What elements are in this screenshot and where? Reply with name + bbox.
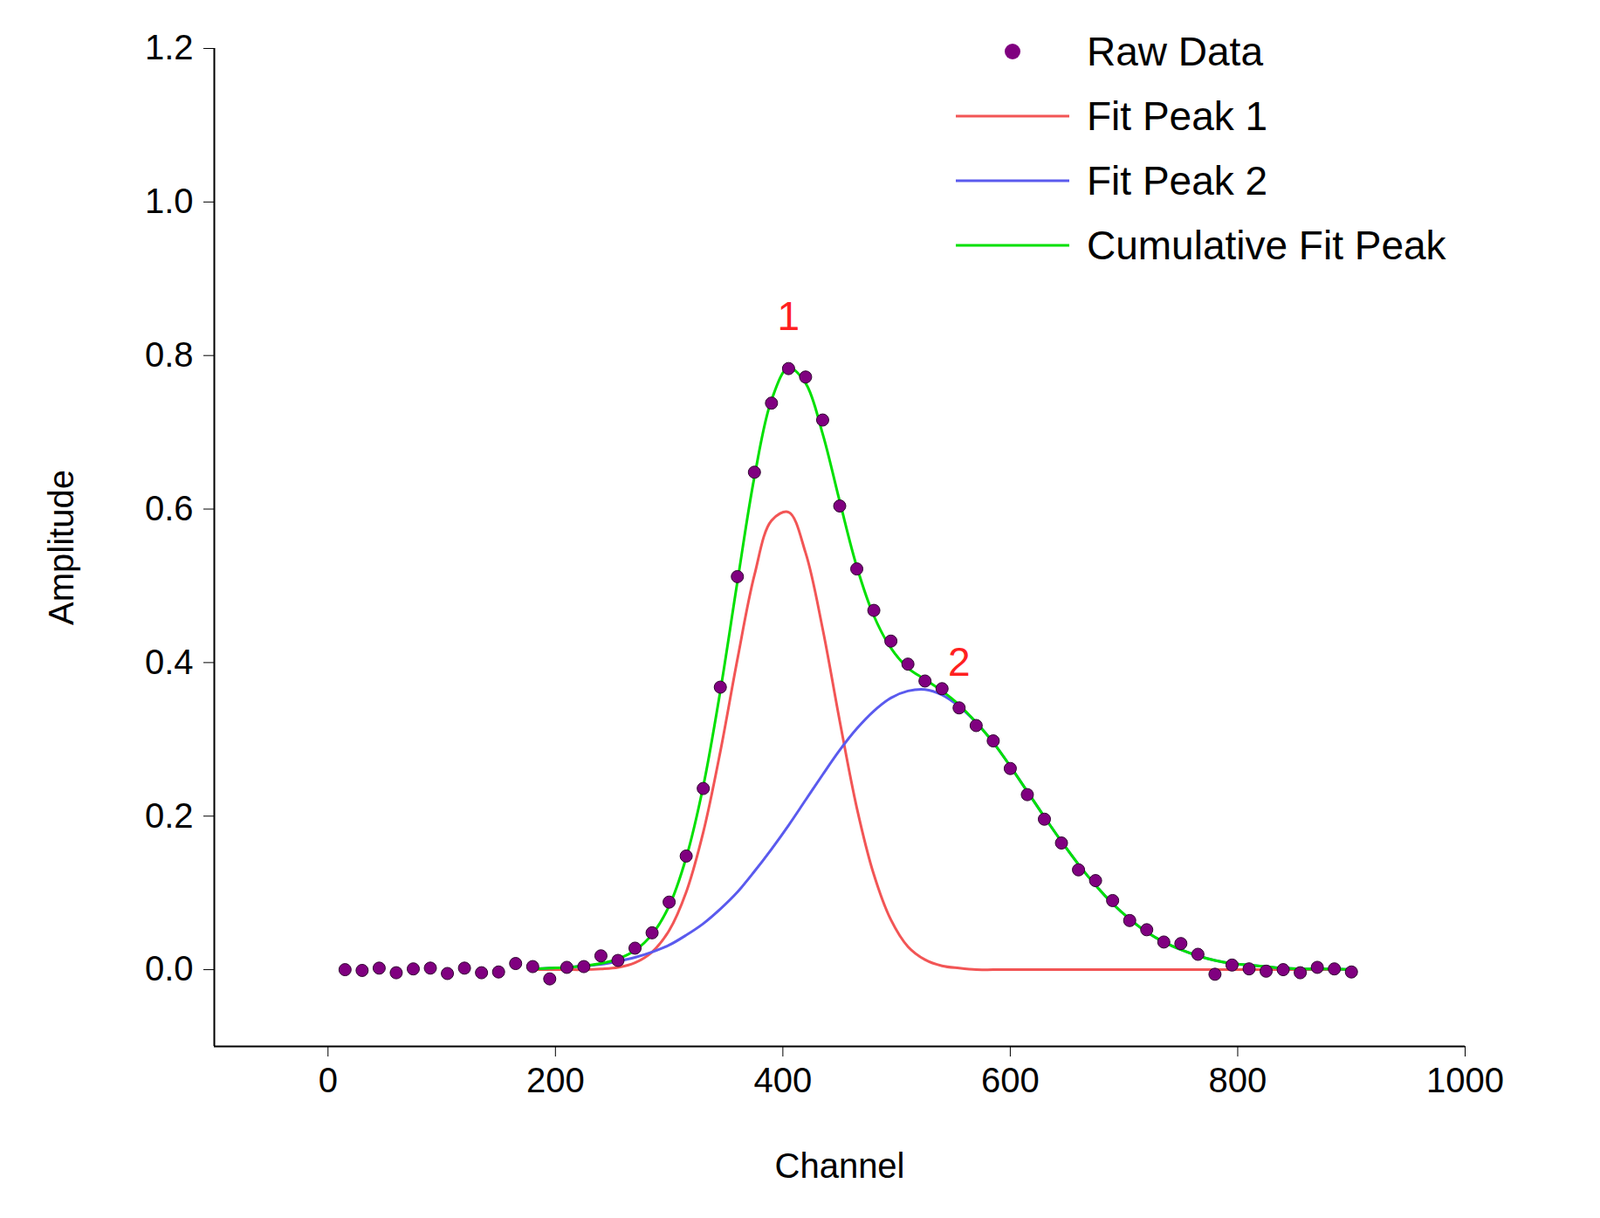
svg-text:Amplitude: Amplitude: [41, 469, 81, 625]
svg-text:0.6: 0.6: [144, 488, 194, 528]
svg-text:1.0: 1.0: [144, 181, 194, 220]
svg-text:400: 400: [753, 1060, 812, 1099]
svg-text:0.2: 0.2: [144, 796, 194, 835]
svg-text:0.8: 0.8: [144, 335, 194, 374]
html-text:Fit Peak 1: Fit Peak 1: [1086, 93, 1268, 139]
html-text:Raw Data: Raw Data: [1086, 28, 1264, 75]
svg-text:800: 800: [1208, 1060, 1268, 1099]
svg-text:0.4: 0.4: [144, 642, 194, 681]
svg-text:Channel: Channel: [774, 1146, 905, 1185]
svg-text:1: 1: [777, 293, 801, 339]
html-text:Fit Peak 2: Fit Peak 2: [1086, 157, 1268, 204]
svg-text:200: 200: [526, 1060, 585, 1099]
svg-text:0: 0: [318, 1060, 338, 1099]
svg-text:1.2: 1.2: [144, 27, 194, 67]
svg-text:1000: 1000: [1426, 1060, 1504, 1099]
html-text:Cumulative Fit Peak: Cumulative Fit Peak: [1086, 222, 1447, 268]
svg-text:600: 600: [981, 1060, 1040, 1099]
svg-text:2: 2: [947, 638, 971, 685]
svg-text:0.0: 0.0: [144, 948, 194, 988]
